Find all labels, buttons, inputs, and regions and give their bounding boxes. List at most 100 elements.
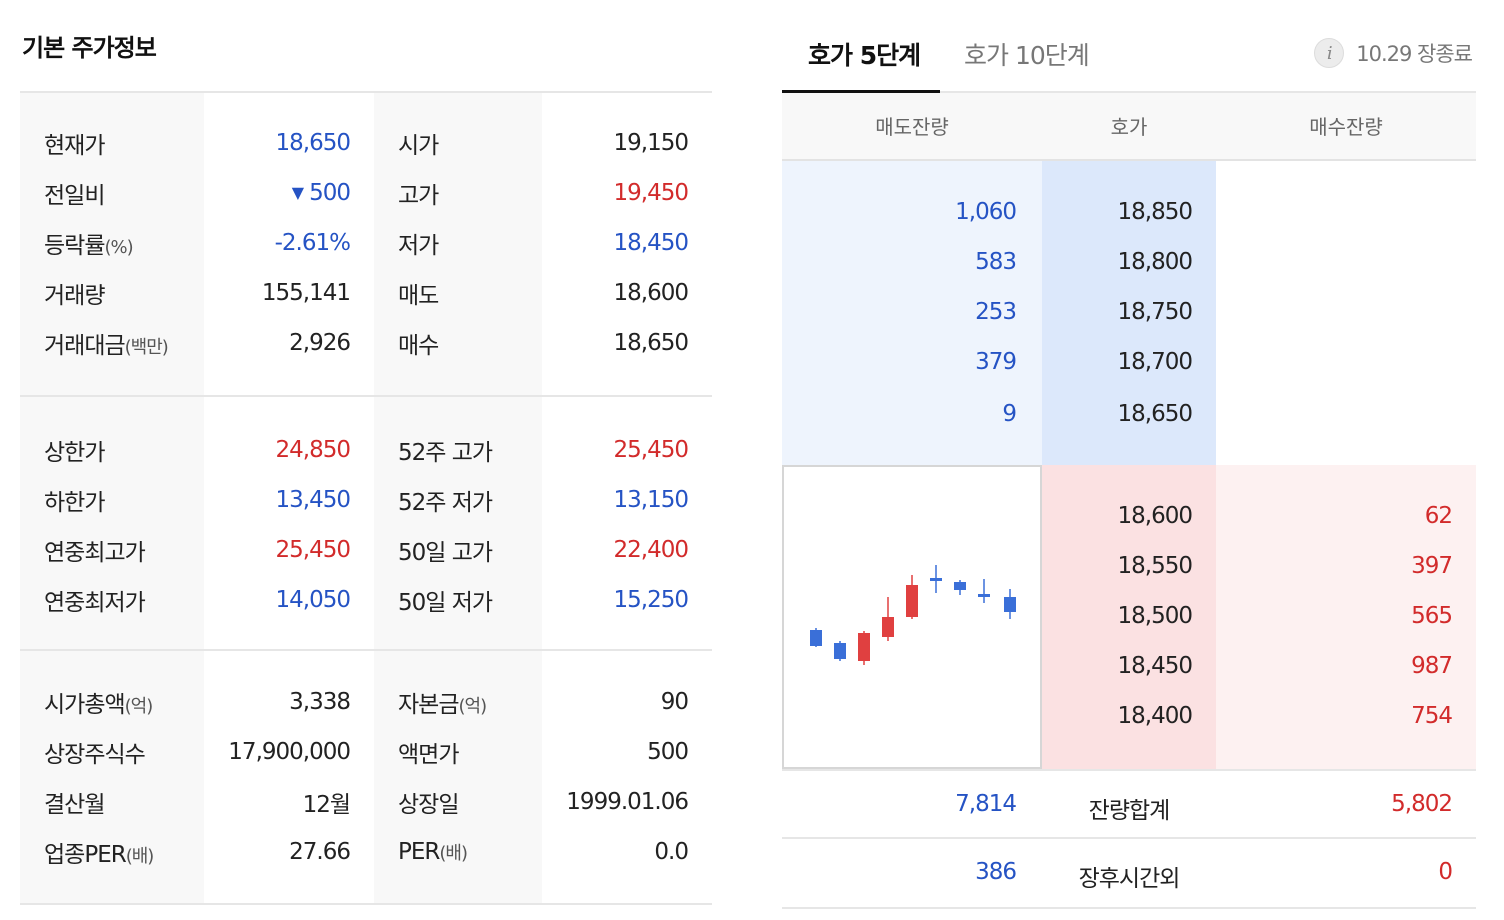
value: 155,141 (261, 280, 351, 306)
candle-7 (954, 582, 966, 590)
status-text: 10.29 장종료 (1356, 42, 1473, 66)
value: 12월 (302, 792, 351, 818)
bid-price[interactable]: 18,500 (1117, 603, 1193, 629)
label: 전일비 (44, 183, 105, 209)
candle-5 (906, 585, 918, 617)
bid-price[interactable]: 18,450 (1117, 653, 1193, 679)
value: 18,650 (275, 130, 351, 156)
label: 거래대금(백만) (44, 333, 169, 359)
info-row: 상장주식수 17,900,000 액면가 500 (20, 727, 712, 777)
value: 3,338 (289, 689, 351, 715)
value: ▼ 500 (291, 180, 351, 206)
label: 현재가 (44, 133, 105, 159)
value: 13,150 (613, 487, 689, 513)
orderbook: 호가 5단계 호가 10단계 i 10.29 장종료 매도잔량 호가 매수잔량 (782, 0, 1476, 909)
value: 22,400 (613, 537, 689, 563)
total-bid-qty: 5,802 (1391, 791, 1453, 817)
bid-row: 18,400 754 (782, 691, 1476, 741)
info-group-price: 현재가 18,650 시가 19,150 전일비 ▼ 500 고가 19,450 … (20, 93, 712, 397)
orderbook-body: 1,060 18,850 583 18,800 253 18,750 379 1… (782, 161, 1476, 769)
mini-candle-chart (782, 465, 1042, 769)
bid-price[interactable]: 18,600 (1117, 503, 1193, 529)
info-row: 연중최저가 14,050 50일 저가 15,250 (20, 575, 712, 625)
label: 거래량 (44, 283, 105, 309)
value: 18,650 (613, 330, 689, 356)
ask-qty: 9 (1002, 401, 1017, 427)
bid-price[interactable]: 18,550 (1117, 553, 1193, 579)
ask-price[interactable]: 18,750 (1117, 299, 1193, 325)
bid-qty: 987 (1411, 653, 1453, 679)
label: 상장일 (398, 792, 459, 818)
total-label: 잔량합계 (1088, 798, 1171, 824)
info-row: 상한가 24,850 52주 고가 25,450 (20, 425, 712, 475)
ask-price[interactable]: 18,800 (1117, 249, 1193, 275)
label: 액면가 (398, 742, 459, 768)
label: 상장주식수 (44, 742, 146, 768)
label: 시가총액(억) (44, 692, 153, 718)
label: 상한가 (44, 440, 105, 466)
value: 19,150 (613, 130, 689, 156)
bid-row: 18,450 987 (782, 641, 1476, 691)
market-status: i 10.29 장종료 (1314, 38, 1473, 68)
value: 25,450 (275, 537, 351, 563)
bid-price[interactable]: 18,400 (1117, 703, 1193, 729)
info-row: 현재가 18,650 시가 19,150 (20, 118, 712, 168)
orderbook-tabs: 호가 5단계 호가 10단계 i 10.29 장종료 (782, 0, 1476, 93)
info-row: 결산월 12월 상장일 1999.01.06 (20, 777, 712, 827)
total-remaining-row: 7,814 잔량합계 5,802 (782, 769, 1476, 839)
value: 18,450 (613, 230, 689, 256)
label: 52주 고가 (398, 440, 493, 466)
info-row: 시가총액(억) 3,338 자본금(억) 90 (20, 677, 712, 727)
bid-qty: 565 (1411, 603, 1453, 629)
active-tab-indicator (782, 90, 940, 93)
label: 시가 (398, 133, 439, 159)
down-arrow-icon: ▼ (291, 183, 304, 202)
bid-qty: 62 (1424, 503, 1453, 529)
value: 18,600 (613, 280, 689, 306)
after-hours-ask-qty: 386 (975, 859, 1017, 885)
info-row: 등락률(%) -2.61% 저가 18,450 (20, 218, 712, 268)
col-price: 호가 (1110, 115, 1148, 139)
value: 0.0 (654, 839, 689, 865)
candle-8 (978, 594, 990, 597)
info-icon[interactable]: i (1314, 38, 1345, 68)
ask-price[interactable]: 18,700 (1117, 349, 1193, 375)
ask-row: 253 18,750 (782, 287, 1476, 337)
label: 50일 고가 (398, 540, 493, 566)
info-row: 연중최고가 25,450 50일 고가 22,400 (20, 525, 712, 575)
label: 업종PER(배) (44, 842, 154, 868)
label: 50일 저가 (398, 590, 493, 616)
orderbook-header: 매도잔량 호가 매수잔량 (782, 93, 1476, 161)
value: 27.66 (289, 839, 351, 865)
label: 연중최고가 (44, 540, 146, 566)
ask-price[interactable]: 18,850 (1117, 199, 1193, 225)
ask-qty: 583 (975, 249, 1017, 275)
label: 고가 (398, 183, 439, 209)
bid-row: 18,550 397 (782, 541, 1476, 591)
candle-2 (834, 643, 846, 659)
label: 등락률(%) (44, 233, 134, 259)
value: 1999.01.06 (566, 789, 689, 815)
value: 500 (647, 739, 689, 765)
info-row: 전일비 ▼ 500 고가 19,450 (20, 168, 712, 218)
label: 자본금(억) (398, 692, 487, 718)
ask-row: 583 18,800 (782, 237, 1476, 287)
label: 저가 (398, 233, 439, 259)
value: 90 (660, 689, 689, 715)
bid-row: 18,500 565 (782, 591, 1476, 641)
ask-qty: 1,060 (955, 199, 1017, 225)
info-group-company: 시가총액(억) 3,338 자본금(억) 90 상장주식수 17,900,000… (20, 651, 712, 905)
value: 25,450 (613, 437, 689, 463)
ask-row: 1,060 18,850 (782, 187, 1476, 237)
info-group-range: 상한가 24,850 52주 고가 25,450 하한가 13,450 52주 … (20, 397, 712, 651)
info-row: 거래량 155,141 매도 18,600 (20, 268, 712, 318)
tab-5-levels[interactable]: 호가 5단계 (808, 41, 921, 70)
ask-price[interactable]: 18,650 (1117, 401, 1193, 427)
section-title: 기본 주가정보 (20, 0, 712, 93)
tab-10-levels[interactable]: 호가 10단계 (964, 41, 1090, 70)
bid-qty: 754 (1411, 703, 1453, 729)
label: 결산월 (44, 792, 105, 818)
candle-9 (1004, 597, 1016, 612)
basic-stock-info: 기본 주가정보 현재가 18,650 시가 19,150 전일비 ▼ 500 고가… (20, 0, 712, 905)
value: 14,050 (275, 587, 351, 613)
